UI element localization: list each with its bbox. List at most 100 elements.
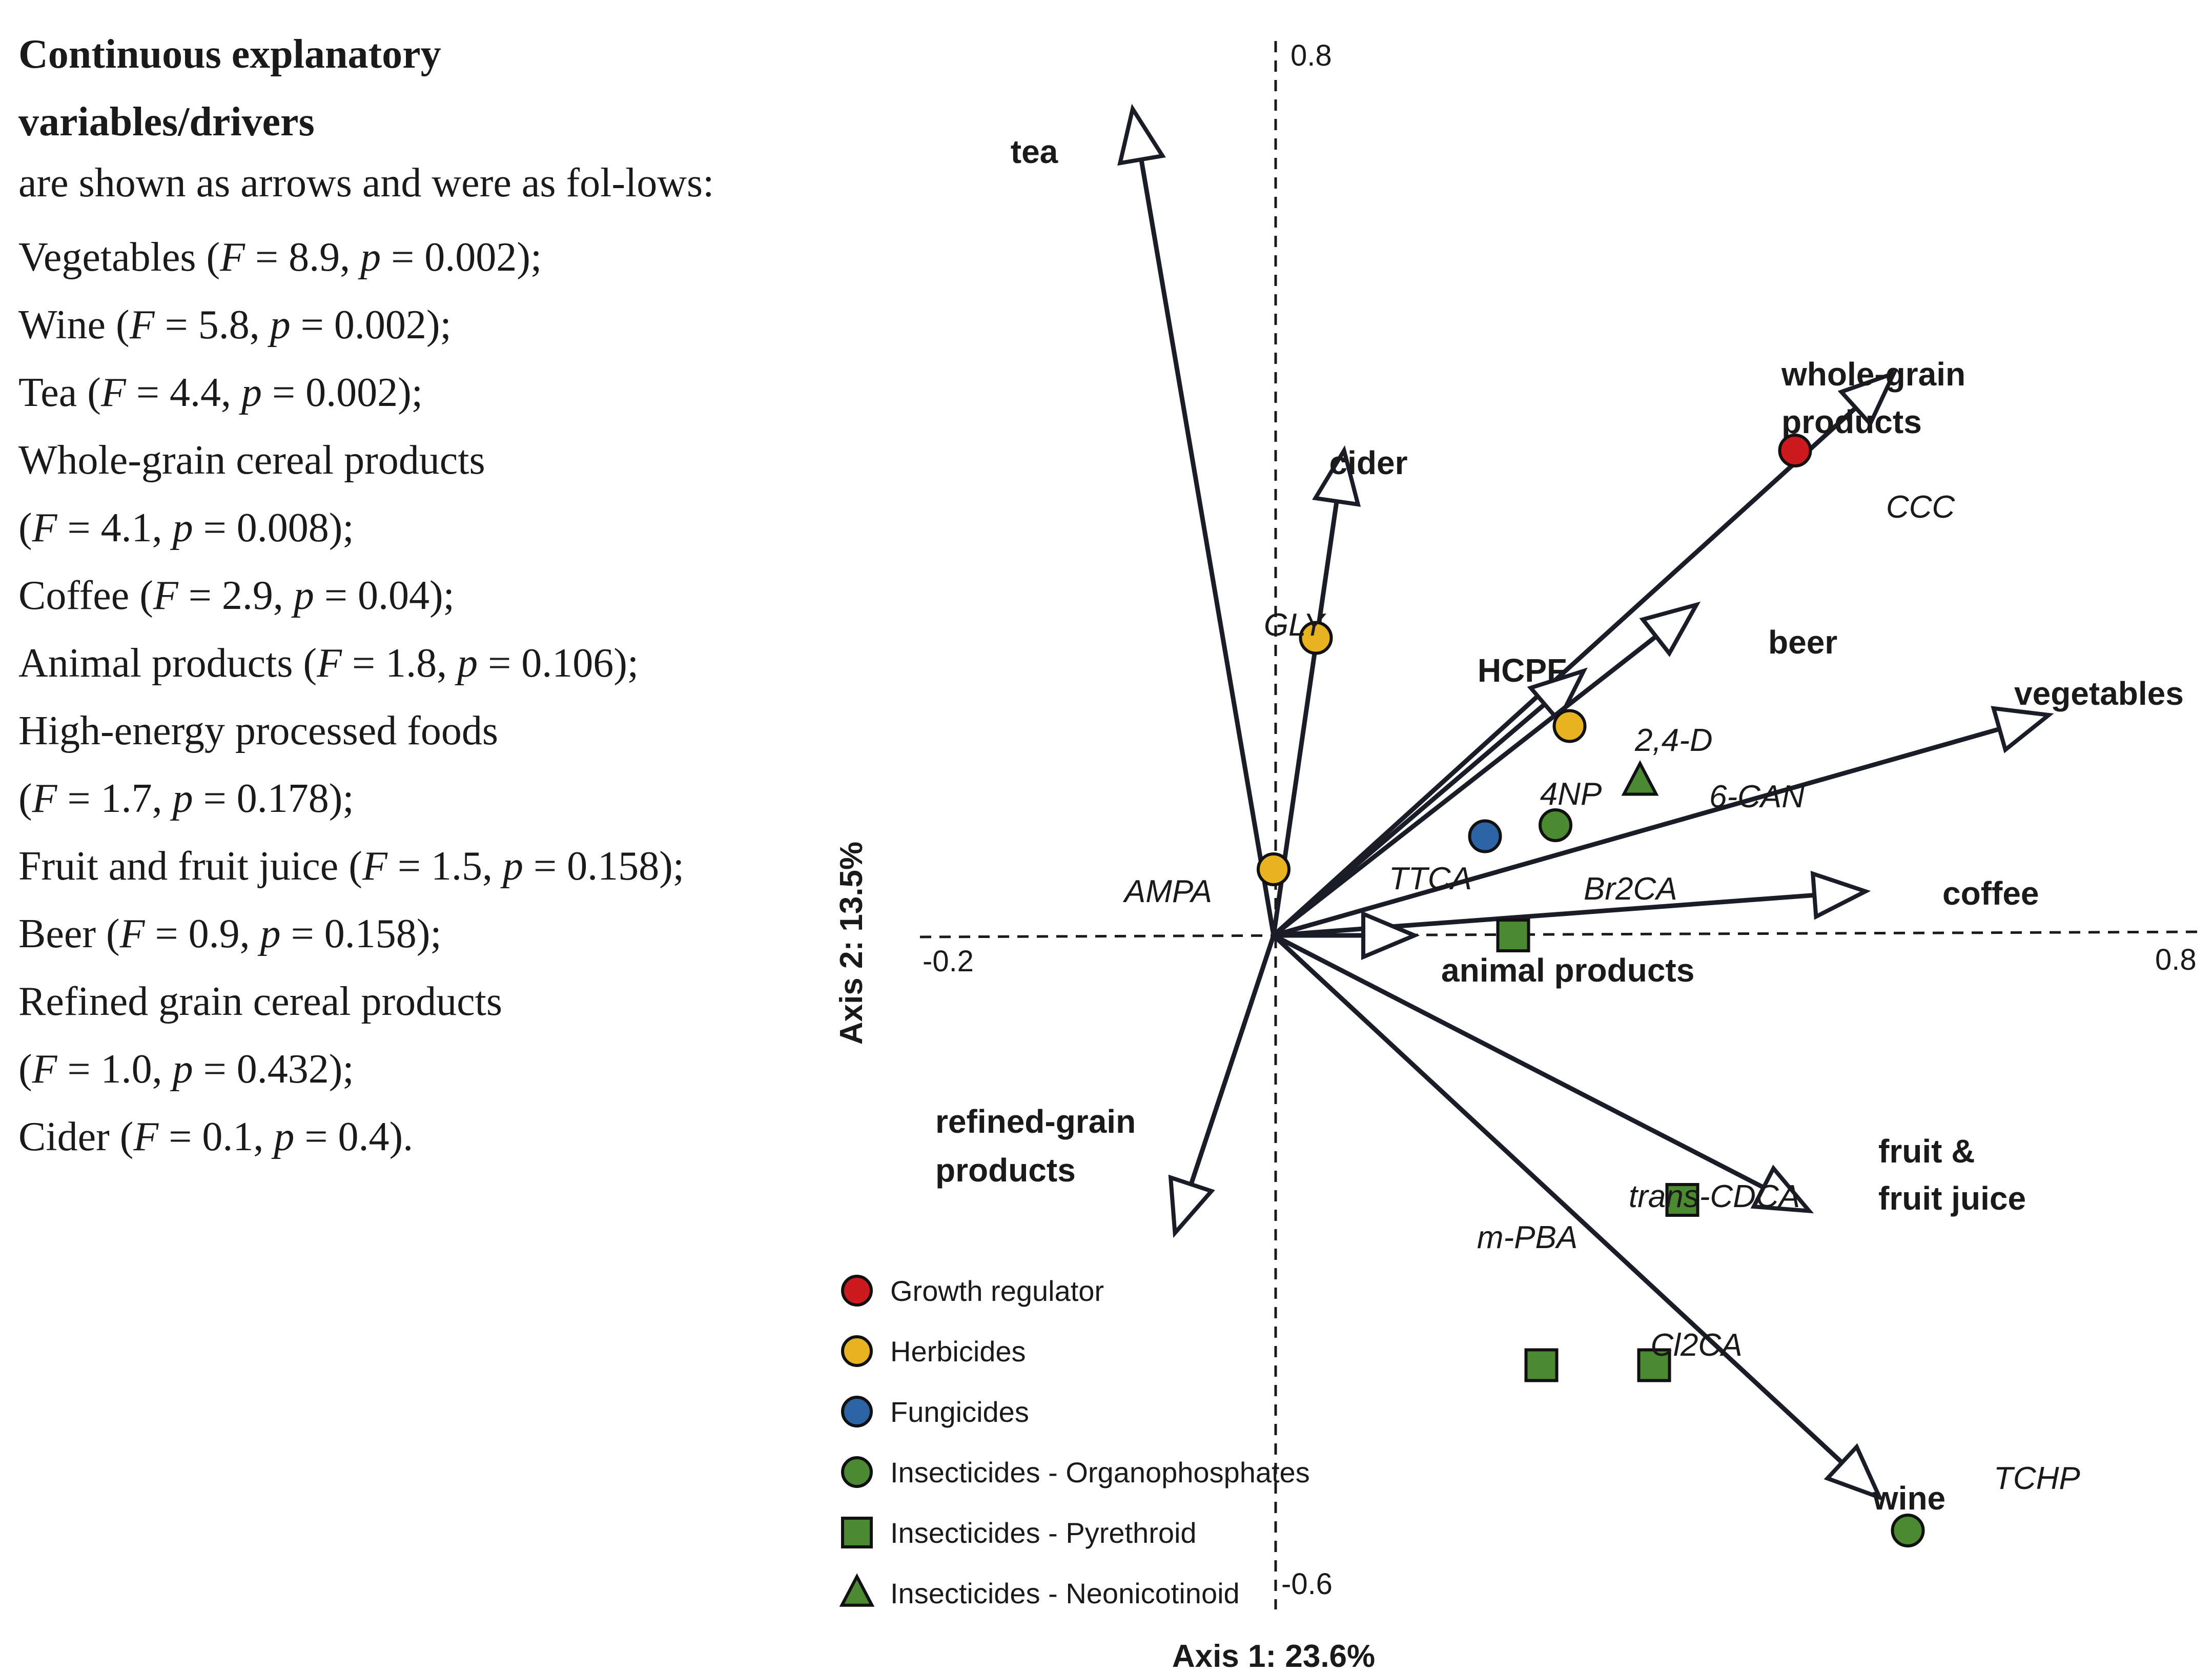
driver-terminator: ); <box>329 776 354 821</box>
arrow-shaft-beer <box>1271 634 1658 938</box>
legend-marker-herbicides <box>841 1335 873 1367</box>
arrow-head-coffee <box>1810 870 1871 920</box>
point-label-m-pba: m-PBA <box>1477 1220 1578 1255</box>
point-label-br2ca: Br2CA <box>1584 871 1677 907</box>
f-value: 5.8 <box>198 302 250 348</box>
drivers-text-panel: Continuous explanatory variables/drivers… <box>18 21 777 1171</box>
driver-entry: Whole-grain cereal products (F = 4.1, p =… <box>18 438 485 550</box>
driver-terminator: ); <box>659 844 684 889</box>
arrow-label-fruit-fruit-juice: fruit juice <box>1878 1180 2026 1217</box>
point-ttca <box>1468 819 1502 853</box>
point-label-4np: 4NP <box>1540 777 1602 812</box>
legend-marker-insecticides-pyrethroid <box>841 1517 873 1548</box>
arrow-label-coffee: coffee <box>1942 875 2039 912</box>
driver-entry: Cider (F = 0.1, p = 0.4). <box>18 1114 414 1159</box>
arrow-head-tea <box>1117 104 1166 166</box>
point-2-4-d <box>1552 709 1587 743</box>
point-label-gly: GLY <box>1264 607 1327 643</box>
y-tick-max: 0.8 <box>1291 39 1332 72</box>
legend-label-insecticides-organophosphates: Insecticides - Organophosphates <box>890 1456 1310 1488</box>
legend-label-fungicides: Fungicides <box>890 1396 1029 1428</box>
driver-list: Vegetables (F = 8.9, p = 0.002); Wine (F … <box>18 223 777 1171</box>
arrow-label-cider: cider <box>1329 444 1408 481</box>
point-label-6-can: 6-CAN <box>1709 779 1805 814</box>
point-label-ttca: TTCA <box>1389 861 1472 896</box>
arrow-shaft-vegetables <box>1271 726 2002 938</box>
point-trans-cdca <box>1665 1183 1699 1217</box>
arrow-head-beer <box>1639 601 1701 657</box>
point-label-trans-cdca: trans-CDCA <box>1629 1179 1800 1214</box>
arrow-head-animal-products <box>1361 910 1420 961</box>
p-value: 0.158 <box>324 911 417 956</box>
point-6-can <box>1621 760 1659 796</box>
driver-terminator: ); <box>398 370 423 415</box>
point-label-ampa: AMPA <box>1122 874 1212 909</box>
f-value: 2.9 <box>221 573 273 618</box>
f-value: 1.8 <box>385 641 437 686</box>
driver-entry: Fruit and fruit juice (F = 1.5, p = 0.15… <box>18 844 684 889</box>
arrow-head-wine <box>1824 1443 1884 1501</box>
driver-name: High-energy processed foods <box>18 708 499 753</box>
f-value: 0.1 <box>202 1114 254 1159</box>
arrow-label-hcpf: HCPF <box>1478 652 1567 689</box>
driver-entry: Vegetables (F = 8.9, p = 0.002); <box>18 235 542 280</box>
arrows-layer: tea cider whole-grain products HCPF beer veget… <box>935 104 2184 1517</box>
arrow-label-animal-products: animal products <box>1441 952 1694 989</box>
driver-terminator: ); <box>329 1047 354 1092</box>
driver-entry: Wine (F = 5.8, p = 0.002); <box>18 302 452 348</box>
arrow-label-fruit-fruit-juice: fruit & <box>1878 1133 1975 1170</box>
driver-entry: Tea (F = 4.4, p = 0.002); <box>18 370 423 415</box>
arrow-label-beer: beer <box>1768 624 1837 661</box>
legend-label-insecticides-neonicotinoid: Insecticides - Neonicotinoid <box>890 1577 1240 1609</box>
p-value: 0.002 <box>334 302 426 348</box>
p-value: 0.04 <box>357 573 429 618</box>
legend: Growth regulator Herbicides Fungicides Inse… <box>839 1275 1310 1609</box>
driver-name: Beer <box>18 911 96 956</box>
arrow-label-tea: tea <box>1011 133 1058 170</box>
legend-marker-growth-regulator <box>841 1275 873 1307</box>
driver-terminator: ); <box>517 235 542 280</box>
driver-name: Animal products <box>18 641 293 686</box>
point-br2ca <box>1496 919 1530 952</box>
arrow-shaft-refined-grain-products <box>1189 933 1276 1187</box>
point-ampa <box>1257 852 1291 886</box>
x-tick-min: -0.2 <box>923 945 974 978</box>
x-axis-dashed-line <box>919 930 2199 938</box>
p-value: 0.432 <box>236 1047 329 1092</box>
driver-name: Vegetables <box>18 235 196 280</box>
driver-terminator: ); <box>426 302 452 348</box>
f-value: 4.4 <box>169 370 221 415</box>
arrow-head-refined-grain-products <box>1168 1174 1215 1238</box>
point-label-cl2ca: Cl2CA <box>1650 1328 1742 1363</box>
arrow-shaft-hcpf <box>1271 702 1547 938</box>
arrow-label-whole-grain-products: products <box>1781 403 1922 440</box>
p-value: 0.178 <box>236 776 329 821</box>
point-tchp <box>1891 1514 1925 1547</box>
arrow-head-whole-grain-products <box>1837 370 1898 427</box>
arrow-label-refined-grain-products: products <box>935 1152 1076 1189</box>
driver-entry: Animal products (F = 1.8, p = 0.106); <box>18 641 639 686</box>
x-tick-max: 0.8 <box>2155 943 2197 976</box>
f-value: 8.9 <box>289 235 340 280</box>
arrow-head-cider <box>1312 445 1361 507</box>
f-value: 1.5 <box>431 844 482 889</box>
point-label-2-4-d: 2,4-D <box>1634 723 1713 758</box>
heading-line-2: variables/drivers <box>18 99 315 145</box>
driver-entry: Coffee (F = 2.9, p = 0.04); <box>18 573 455 618</box>
point-gly <box>1299 621 1333 655</box>
point-4np <box>1539 808 1572 842</box>
driver-terminator: ); <box>429 573 455 618</box>
arrow-shaft-coffee <box>1271 892 1817 938</box>
p-value: 0.002 <box>305 370 398 415</box>
p-value: 0.106 <box>521 641 614 686</box>
legend-marker-fungicides <box>841 1396 873 1427</box>
p-value: 0.002 <box>424 235 517 280</box>
f-value: 0.9 <box>188 911 240 956</box>
arrow-head-fruit-fruit-juice <box>1750 1165 1814 1214</box>
driver-name: Fruit and fruit juice <box>18 844 339 889</box>
arrow-head-hcpf <box>1527 667 1588 725</box>
f-value: 4.1 <box>100 505 152 550</box>
x-axis-title: Axis 1: 23.6% <box>1172 1639 1375 1673</box>
driver-name: Whole-grain cereal products <box>18 438 485 483</box>
